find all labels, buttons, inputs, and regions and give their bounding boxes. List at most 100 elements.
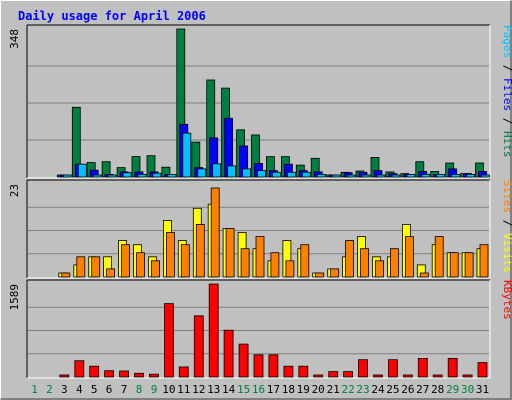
bar-pages-day-31 <box>481 174 490 178</box>
x-tick-label: 27 <box>416 383 429 396</box>
bar-pages-day-29 <box>451 173 461 178</box>
bar-sites-day-18 <box>285 260 295 278</box>
panel-hits-ymax-label: 348 <box>8 29 21 49</box>
x-tick-label: 18 <box>282 383 295 396</box>
x-tick-label: 17 <box>267 383 280 396</box>
panel-kbytes-ymax-label: 1589 <box>8 284 21 311</box>
legend-entry: Pages <box>501 25 512 58</box>
bar-kbytes-day-21 <box>328 371 339 378</box>
x-tick-label: 29 <box>446 383 459 396</box>
bar-sites-day-4 <box>76 256 86 278</box>
bar-sites-day-27 <box>419 272 429 278</box>
panel-visits: 23 Sites / Visits <box>8 179 512 279</box>
x-tick-label: 16 <box>252 383 265 396</box>
x-tick-label: 26 <box>401 383 414 396</box>
x-tick-label: 7 <box>121 383 128 396</box>
bar-pages-day-19 <box>301 171 311 178</box>
bar-sites-day-5 <box>91 256 101 278</box>
x-tick-label: 6 <box>106 383 113 396</box>
bar-kbytes-day-4 <box>74 360 85 378</box>
bar-sites-day-13 <box>210 187 220 278</box>
panel-visits-ymax-label: 23 <box>8 184 21 197</box>
x-tick-label: 15 <box>237 383 250 396</box>
x-tick-label: 24 <box>371 383 385 396</box>
x-tick-label: 5 <box>91 383 98 396</box>
bar-sites-day-22 <box>345 240 355 278</box>
bar-kbytes-day-30 <box>462 374 473 378</box>
bar-pages-day-20 <box>316 173 326 178</box>
bar-pages-day-24 <box>376 174 386 178</box>
bar-sites-day-31 <box>479 244 489 278</box>
bar-sites-day-6 <box>106 268 115 278</box>
x-tick-label: 23 <box>356 383 369 396</box>
bar-pages-day-13 <box>212 163 222 178</box>
bar-pages-day-7 <box>122 172 132 178</box>
bar-kbytes-day-16 <box>253 354 264 378</box>
bar-sites-day-7 <box>121 244 130 278</box>
bar-pages-day-15 <box>242 168 252 178</box>
bar-pages-day-4 <box>77 163 87 178</box>
legend-entry: Hits <box>501 131 512 158</box>
bar-pages-day-23 <box>361 174 371 178</box>
bar-pages-day-26 <box>406 173 416 178</box>
bar-kbytes-day-11 <box>178 366 189 378</box>
bar-kbytes-day-25 <box>387 359 398 378</box>
x-tick-label: 20 <box>312 383 325 396</box>
x-tick-label: 11 <box>177 383 190 396</box>
legend-entry: Files <box>501 78 512 111</box>
bar-kbytes-day-7 <box>119 370 129 378</box>
bar-pages-day-25 <box>391 174 401 178</box>
panel-visits-legend: Sites / Visits <box>501 180 512 273</box>
bar-kbytes-day-14 <box>223 329 234 378</box>
bar-sites-day-12 <box>195 223 205 278</box>
bar-pages-day-8 <box>137 173 147 178</box>
bar-sites-day-30 <box>464 252 474 278</box>
panel-hits: 348 Pages / Files / Hits <box>8 24 512 179</box>
panel-kbytes-legend: KBytes <box>501 280 512 320</box>
bar-pages-day-21 <box>331 174 341 178</box>
bar-pages-day-14 <box>227 165 237 178</box>
x-tick-label: 2 <box>46 383 53 396</box>
series-kbytes <box>59 283 488 378</box>
x-tick-label: 14 <box>222 383 236 396</box>
bar-kbytes-day-20 <box>313 374 324 378</box>
series-pages <box>62 132 490 178</box>
bar-sites-day-21 <box>330 268 340 278</box>
x-tick-label: 8 <box>136 383 143 396</box>
legend-entry: / <box>501 213 512 233</box>
bar-kbytes-day-28 <box>432 374 443 378</box>
bar-kbytes-day-3 <box>59 374 70 378</box>
x-tick-label: 1 <box>31 383 38 396</box>
bar-pages-day-12 <box>197 168 207 178</box>
panel-kbytes: 1589 KBytes <box>8 279 512 379</box>
legend-entry: Visits <box>501 233 512 273</box>
bar-kbytes-day-29 <box>447 357 458 378</box>
bar-pages-day-3 <box>62 174 72 178</box>
bar-pages-day-27 <box>421 173 431 178</box>
x-tick-label: 30 <box>461 383 474 396</box>
bar-sites-day-9 <box>151 260 160 278</box>
x-tick-label: 19 <box>297 383 310 396</box>
x-tick-label: 28 <box>431 383 444 396</box>
bar-sites-day-15 <box>240 248 250 278</box>
panel-hits-legend: Pages / Files / Hits <box>501 25 512 158</box>
legend-entry: KBytes <box>501 280 512 320</box>
bar-kbytes-day-18 <box>283 365 294 378</box>
bar-sites-day-24 <box>375 260 384 278</box>
bar-sites-day-19 <box>300 244 310 278</box>
bar-pages-day-11 <box>182 132 192 178</box>
bar-sites-day-17 <box>270 252 280 278</box>
legend-entry: Sites <box>501 180 512 213</box>
bar-kbytes-day-19 <box>298 365 309 378</box>
bar-pages-day-10 <box>167 173 177 178</box>
bar-kbytes-day-23 <box>358 359 368 378</box>
bar-pages-day-28 <box>436 173 446 178</box>
bar-pages-day-22 <box>346 174 356 178</box>
x-tick-label: 10 <box>162 383 175 396</box>
bar-kbytes-day-15 <box>238 343 249 378</box>
bar-pages-day-5 <box>92 174 102 178</box>
bar-kbytes-day-22 <box>343 371 354 378</box>
x-tick-label: 9 <box>151 383 158 396</box>
